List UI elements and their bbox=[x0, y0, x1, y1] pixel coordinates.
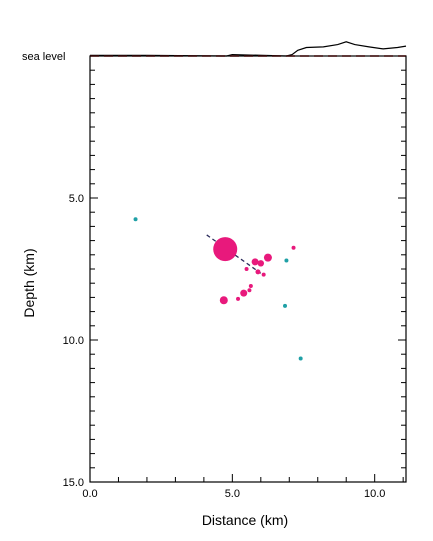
earthquake-point bbox=[261, 272, 266, 277]
y-axis-label: Depth (km) bbox=[21, 248, 37, 317]
data-points bbox=[133, 217, 303, 361]
earthquake-point bbox=[247, 288, 252, 293]
earthquake-point bbox=[284, 258, 289, 263]
earthquake-point bbox=[244, 267, 249, 271]
earthquake-point bbox=[283, 303, 288, 308]
x-tick-label: 10.0 bbox=[364, 488, 385, 500]
sea-level-label: sea level bbox=[22, 51, 65, 63]
axis-ticks: 5.0 10.0 15.00.0 5.0 10.0 bbox=[63, 69, 406, 500]
earthquake-point bbox=[133, 217, 138, 222]
earthquake-point bbox=[251, 258, 259, 266]
x-tick-label: 5.0 bbox=[225, 488, 240, 500]
earthquake-point bbox=[240, 289, 248, 297]
earthquake-point bbox=[257, 260, 265, 267]
earthquake-point bbox=[291, 245, 296, 250]
x-tick-label: 0.0 bbox=[82, 488, 97, 500]
y-tick-label: 5.0 bbox=[69, 193, 84, 205]
earthquake-point bbox=[219, 296, 228, 305]
earthquake-point bbox=[298, 356, 303, 361]
y-tick-label: 10.0 bbox=[63, 335, 84, 347]
earthquake-point bbox=[213, 237, 238, 262]
earthquake-point bbox=[236, 296, 241, 301]
topography-layer bbox=[90, 41, 407, 57]
x-axis-label: Distance (km) bbox=[202, 512, 288, 528]
y-tick-label: 15.0 bbox=[63, 477, 84, 489]
earthquake-point bbox=[263, 253, 272, 262]
topography-profile bbox=[90, 41, 407, 57]
earthquake-point bbox=[248, 284, 253, 289]
earthquake-point bbox=[255, 269, 261, 275]
